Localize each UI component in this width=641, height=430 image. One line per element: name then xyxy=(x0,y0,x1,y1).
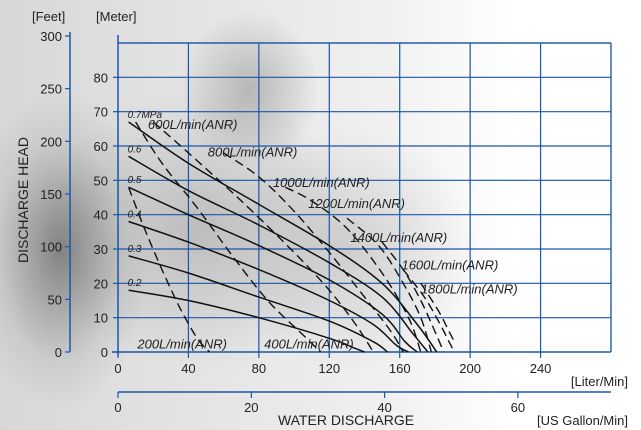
y-axis-title: DISCHARGE HEAD xyxy=(15,137,31,263)
air-consumption-curve xyxy=(223,152,404,353)
x-tick-label: 80 xyxy=(252,361,266,376)
air-consumption-curve xyxy=(381,241,445,353)
meter-tick-label: 50 xyxy=(94,173,108,188)
y-unit-feet: [Feet] xyxy=(32,9,65,24)
meter-tick-label: 30 xyxy=(94,242,108,257)
feet-tick-label: 0 xyxy=(55,345,62,360)
x-tick-label: 0 xyxy=(114,361,121,376)
feet-tick-label: 200 xyxy=(40,134,62,149)
meter-tick-label: 70 xyxy=(94,105,108,120)
series-layer xyxy=(127,121,455,353)
gallon-tick-label: 20 xyxy=(244,400,258,415)
air-consumption-label: 400L/min(ANR) xyxy=(264,337,354,352)
feet-tick-label: 250 xyxy=(40,82,62,97)
x-tick-label: 240 xyxy=(530,361,552,376)
x-unit-gallon: [US Gallon/Min] xyxy=(537,413,628,428)
meter-tick-label: 80 xyxy=(94,70,108,85)
meter-tick-label: 40 xyxy=(94,208,108,223)
gallon-tick-label: 0 xyxy=(114,400,121,415)
label-layer: 0.7MPa 0.6 0.5 0.4 0.3 0.2 600L/min(ANR) 800L/m… xyxy=(128,110,518,352)
x-tick-label: 200 xyxy=(459,361,481,376)
pressure-curve-06 xyxy=(128,155,429,353)
pressure-label: 0.7MPa xyxy=(128,110,163,121)
gallon-tick-label: 60 xyxy=(511,400,525,415)
pressure-curve-07MPa xyxy=(128,121,438,353)
air-consumption-label: 1000L/min(ANR) xyxy=(273,175,370,190)
air-consumption-label: 1600L/min(ANR) xyxy=(401,258,498,273)
pressure-label: 0.6 xyxy=(128,144,142,155)
feet-tick-label: 50 xyxy=(48,292,62,307)
feet-tick-label: 150 xyxy=(40,187,62,202)
air-consumption-curve xyxy=(152,121,374,353)
air-consumption-curve xyxy=(284,186,422,353)
pressure-label: 0.4 xyxy=(128,210,142,221)
air-consumption-label: 200L/min(ANR) xyxy=(136,337,227,352)
meter-tick-label: 10 xyxy=(94,311,108,326)
pressure-label: 0.5 xyxy=(128,175,142,186)
meter-tick-label: 60 xyxy=(94,139,108,154)
air-consumption-curve xyxy=(402,269,455,353)
x-tick-label: 120 xyxy=(318,361,340,376)
pressure-label: 0.2 xyxy=(128,278,142,289)
x-unit-liter: [Liter/Min] xyxy=(571,374,628,389)
feet-tick-label: 100 xyxy=(40,240,62,255)
air-consumption-curve xyxy=(420,282,455,343)
pressure-curve-02 xyxy=(128,289,365,353)
air-consumption-label: 800L/min(ANR) xyxy=(208,144,298,159)
meter-tick-label: 20 xyxy=(94,276,108,291)
air-consumption-label: 1400L/min(ANR) xyxy=(350,230,447,245)
pressure-curve-04 xyxy=(128,220,409,353)
x-tick-label: 40 xyxy=(181,361,195,376)
y-unit-meter: [Meter] xyxy=(96,9,136,24)
meter-tick-label: 0 xyxy=(101,345,108,360)
air-consumption-curve xyxy=(346,217,433,353)
air-consumption-label: 600L/min(ANR) xyxy=(148,117,238,132)
x-axis-title: WATER DISCHARGE xyxy=(278,412,414,428)
air-consumption-curve xyxy=(127,186,211,353)
pressure-curve-03 xyxy=(128,255,388,353)
feet-tick-label: 300 xyxy=(40,29,62,44)
air-consumption-curve xyxy=(135,121,321,353)
pressure-curve-05 xyxy=(128,186,418,353)
x-tick-label: 160 xyxy=(389,361,411,376)
air-consumption-label: 1800L/min(ANR) xyxy=(421,282,518,297)
gallon-tick-label: 40 xyxy=(377,400,391,415)
pressure-label: 0.3 xyxy=(128,244,142,255)
air-consumption-label: 1200L/min(ANR) xyxy=(308,196,405,211)
